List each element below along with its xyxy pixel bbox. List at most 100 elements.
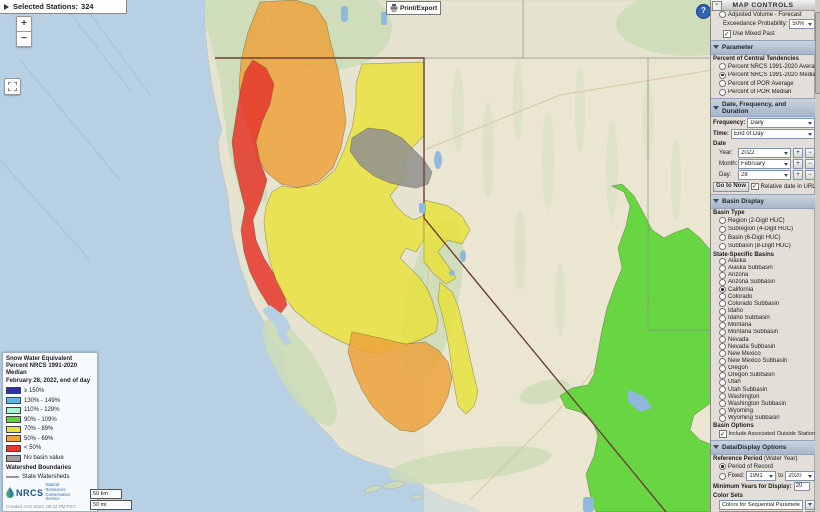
radio-icon[interactable]: [719, 472, 726, 480]
radio-icon[interactable]: [719, 321, 726, 329]
decrement-button[interactable]: −: [805, 147, 815, 158]
state-basin-option[interactable]: Oregon: [719, 364, 815, 372]
print-export-button[interactable]: Print/Export: [386, 1, 442, 15]
radio-icon[interactable]: [719, 463, 726, 471]
increment-button[interactable]: +: [793, 147, 803, 158]
state-basin-option[interactable]: Nevada: [719, 336, 815, 344]
include-outside-row[interactable]: Include Associated Outside Stations: [719, 430, 815, 438]
state-basin-option[interactable]: Montana Subbasin: [719, 328, 815, 336]
decrement-button[interactable]: −: [805, 158, 815, 169]
state-basin-option[interactable]: Arizona: [719, 271, 815, 279]
panel-scrollbar-thumb[interactable]: [815, 12, 820, 94]
zoom-out-button[interactable]: −: [16, 31, 32, 47]
panel-scrollbar[interactable]: [814, 0, 820, 512]
radio-icon[interactable]: [719, 371, 726, 379]
section-data-display[interactable]: Data/Display Options: [711, 439, 815, 455]
fixed-period-option[interactable]: Fixed: 1991 to 2020: [719, 471, 815, 482]
section-date-frequency[interactable]: Date, Frequency, and Duration: [711, 98, 815, 117]
state-basin-option[interactable]: Washington Subbasin: [719, 400, 815, 408]
state-basin-option[interactable]: Alaska: [719, 257, 815, 265]
checkbox-icon[interactable]: [723, 30, 731, 38]
collapse-panel-button[interactable]: −: [712, 1, 722, 11]
state-basin-option[interactable]: Colorado: [719, 293, 815, 301]
color-set-dropdown-button[interactable]: [805, 510, 815, 512]
radio-icon[interactable]: [719, 11, 726, 18]
decrement-button[interactable]: −: [805, 169, 815, 180]
map-controls-header[interactable]: − MAP CONTROLS: [711, 0, 815, 11]
selected-stations-bar[interactable]: Selected Stations: 324: [0, 0, 127, 14]
radio-icon[interactable]: [719, 293, 726, 301]
help-button[interactable]: ?: [696, 4, 711, 19]
radio-icon[interactable]: [719, 414, 726, 422]
parameter-option[interactable]: Percent NRCS 1991-2020 Average: [719, 63, 815, 71]
radio-icon[interactable]: [719, 80, 726, 88]
state-basin-option[interactable]: Wyoming Subbasin: [719, 414, 815, 422]
radio-icon[interactable]: [719, 71, 726, 79]
period-of-record-option[interactable]: Period of Record: [719, 463, 815, 471]
radio-icon[interactable]: [719, 88, 726, 96]
state-basin-option[interactable]: Nevada Subbasin: [719, 343, 815, 351]
radio-icon[interactable]: [719, 257, 726, 265]
radio-icon[interactable]: [719, 234, 726, 242]
color-set-select[interactable]: Colors for Divergent Parameters: [719, 510, 803, 512]
section-basin-display[interactable]: Basin Display: [711, 193, 815, 209]
expand-icon[interactable]: [4, 3, 12, 10]
checkbox-icon[interactable]: [751, 182, 759, 191]
radio-icon[interactable]: [719, 264, 726, 272]
state-basin-option[interactable]: California: [719, 286, 815, 294]
basin-tulare-63[interactable]: [347, 331, 453, 433]
radio-icon[interactable]: [719, 343, 726, 351]
full-extent-button[interactable]: [4, 78, 21, 95]
state-basin-option[interactable]: Washington: [719, 393, 815, 401]
date-select[interactable]: February: [738, 158, 791, 169]
exceedance-select[interactable]: 50%: [789, 19, 815, 29]
basin-type-option[interactable]: Subregion (4-Digit HUC): [719, 225, 815, 234]
radio-icon[interactable]: [719, 307, 726, 315]
radio-icon[interactable]: [719, 278, 726, 286]
radio-icon[interactable]: [719, 271, 726, 279]
parameter-option[interactable]: Percent NRCS 1991-2020 Median: [719, 71, 815, 80]
radio-icon[interactable]: [719, 407, 726, 415]
state-basin-option[interactable]: Arizona Subbasin: [719, 278, 815, 286]
basin-carson-walker-78[interactable]: [423, 199, 471, 285]
time-select[interactable]: End of Day: [730, 129, 815, 139]
basin-type-option[interactable]: Region (2-Digit HUC): [719, 217, 815, 225]
state-basin-option[interactable]: Idaho Subbasin: [719, 314, 815, 322]
radio-icon[interactable]: [719, 242, 726, 250]
state-basin-option[interactable]: Colorado Subbasin: [719, 300, 815, 308]
radio-icon[interactable]: [719, 400, 726, 408]
date-select[interactable]: 2022: [738, 147, 791, 158]
color-set-row[interactable]: Colors for Sequential Parameters: [713, 499, 815, 510]
basin-no-value-gray[interactable]: [349, 127, 433, 189]
go-to-now-button[interactable]: Go to Now: [713, 181, 749, 192]
radio-icon[interactable]: [719, 378, 726, 386]
state-basin-option[interactable]: New Mexico Subbasin: [719, 357, 815, 365]
state-basin-option[interactable]: Wyoming: [719, 407, 815, 415]
radio-icon[interactable]: [719, 350, 726, 358]
basin-owens-88[interactable]: [437, 281, 479, 415]
date-select[interactable]: 28: [738, 169, 791, 180]
radio-icon[interactable]: [719, 357, 726, 365]
section-parameter[interactable]: Parameter: [711, 39, 815, 55]
radio-icon[interactable]: [719, 364, 726, 372]
frequency-select[interactable]: Daily: [747, 118, 815, 128]
radio-icon[interactable]: [719, 217, 726, 225]
state-basin-option[interactable]: Oregon Subbasin: [719, 371, 815, 379]
state-basin-option[interactable]: Utah Subbasin: [719, 386, 815, 394]
color-set-dropdown-button[interactable]: [805, 499, 815, 510]
basin-type-option[interactable]: Basin (6-Digit HUC): [719, 234, 815, 242]
radio-icon[interactable]: [719, 286, 726, 294]
radio-icon[interactable]: [719, 328, 726, 336]
radio-icon[interactable]: [719, 314, 726, 322]
fixed-to-select[interactable]: 2020: [785, 471, 815, 482]
state-basin-option[interactable]: Alaska Subbasin: [719, 264, 815, 272]
radio-icon[interactable]: [719, 336, 726, 344]
radio-icon[interactable]: [719, 225, 726, 233]
radio-icon[interactable]: [719, 386, 726, 394]
radio-icon[interactable]: [719, 63, 726, 71]
min-years-input[interactable]: 20: [793, 482, 810, 492]
state-basin-option[interactable]: Utah: [719, 378, 815, 386]
parameter-option[interactable]: Percent of POR Average: [719, 80, 815, 88]
zoom-in-button[interactable]: +: [16, 16, 32, 32]
